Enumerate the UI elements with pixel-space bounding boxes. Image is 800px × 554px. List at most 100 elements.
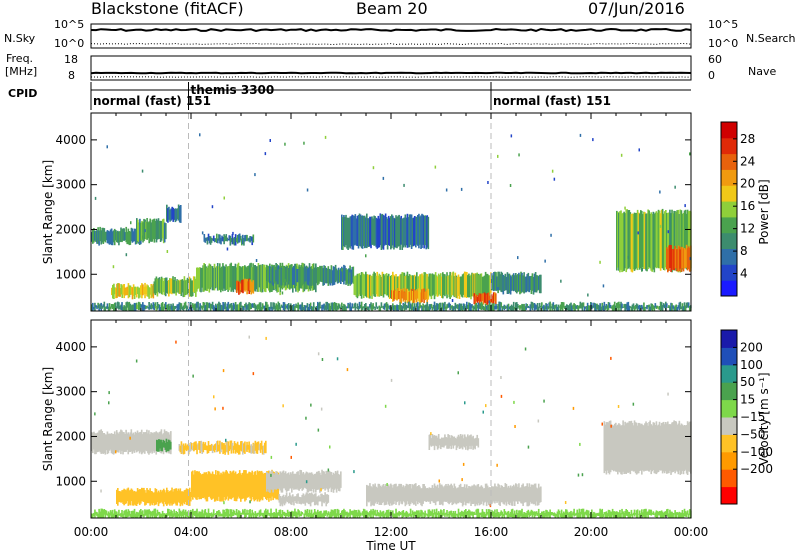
data-cell — [391, 290, 393, 299]
data-cell — [319, 497, 321, 502]
data-cell — [323, 495, 325, 504]
data-cell — [303, 305, 306, 311]
data-cell — [450, 435, 453, 450]
data-cell — [155, 489, 158, 505]
data-cell — [161, 302, 164, 311]
data-cell — [298, 304, 300, 309]
data-cell — [209, 473, 212, 499]
data-cell — [622, 212, 624, 272]
data-cell — [413, 483, 416, 505]
data-cell — [125, 287, 128, 296]
data-cell — [134, 513, 137, 518]
noise-cell — [500, 394, 503, 398]
data-cell — [138, 302, 141, 310]
data-cell — [409, 303, 412, 309]
data-cell — [215, 238, 217, 242]
data-cell — [669, 509, 671, 518]
data-cell — [333, 474, 336, 490]
data-cell — [686, 302, 689, 308]
data-cell — [478, 487, 481, 506]
data-cell — [626, 510, 629, 516]
data-cell — [311, 268, 314, 285]
data-cell — [478, 293, 481, 306]
data-cell — [332, 472, 335, 493]
data-cell — [147, 306, 149, 309]
data-cell — [179, 279, 182, 294]
data-cell — [678, 214, 681, 269]
data-cell — [329, 305, 332, 311]
data-cell — [216, 441, 218, 453]
data-cell — [159, 439, 161, 449]
data-cell — [468, 486, 470, 504]
data-cell — [151, 510, 154, 518]
data-cell — [552, 513, 555, 516]
data-cell — [400, 305, 403, 311]
data-cell — [463, 271, 466, 298]
data-cell — [504, 483, 507, 503]
data-cell — [586, 510, 589, 518]
data-cell — [474, 438, 476, 450]
data-cell — [413, 274, 416, 299]
data-cell — [111, 231, 114, 246]
data-cell — [623, 512, 625, 518]
data-cell — [305, 305, 308, 308]
noise-cell — [434, 165, 437, 169]
data-cell — [532, 511, 535, 516]
data-cell — [99, 303, 101, 309]
noise-cell — [201, 231, 204, 235]
data-cell — [625, 209, 628, 273]
data-cell — [534, 272, 537, 293]
data-cell — [337, 303, 340, 310]
noise-cell — [497, 154, 499, 158]
data-cell — [309, 493, 312, 507]
data-cell — [167, 208, 169, 223]
data-cell — [317, 471, 319, 490]
data-cell — [623, 211, 625, 271]
data-cell — [157, 218, 160, 240]
data-cell — [381, 511, 384, 517]
data-cell — [486, 485, 489, 503]
data-cell — [361, 272, 364, 295]
data-cell — [420, 488, 422, 506]
data-cell — [615, 422, 617, 472]
data-cell — [288, 474, 291, 489]
data-cell — [243, 266, 245, 290]
data-cell — [521, 303, 523, 311]
data-cell — [298, 510, 300, 517]
data-cell — [292, 511, 294, 518]
data-cell — [104, 510, 107, 518]
data-cell — [512, 484, 515, 502]
data-cell — [420, 292, 422, 303]
power-colorbar-swatch — [721, 248, 737, 265]
noise-cell — [382, 176, 385, 180]
noise-cell — [112, 265, 115, 269]
data-cell — [371, 276, 373, 299]
data-cell — [497, 271, 499, 294]
data-cell — [350, 511, 353, 515]
data-cell — [220, 267, 222, 293]
noise-cell — [290, 455, 292, 459]
data-cell — [465, 436, 467, 450]
data-cell — [154, 220, 157, 239]
data-cell — [107, 511, 110, 518]
data-cell — [487, 292, 490, 301]
data-cell — [231, 266, 234, 291]
data-cell — [524, 306, 526, 311]
data-cell — [467, 434, 469, 451]
data-cell — [621, 508, 623, 515]
data-cell — [430, 487, 433, 501]
noise-cell — [310, 403, 312, 407]
data-cell — [682, 212, 685, 269]
data-cell — [492, 486, 494, 503]
noise-cell — [222, 406, 224, 410]
data-cell — [386, 275, 389, 296]
data-cell — [340, 268, 342, 284]
data-cell — [385, 302, 388, 311]
data-cell — [347, 217, 349, 250]
data-cell — [492, 511, 494, 517]
data-cell — [136, 488, 139, 504]
data-cell — [346, 511, 348, 518]
data-cell — [527, 305, 530, 309]
data-cell — [476, 272, 479, 297]
data-cell — [649, 306, 651, 311]
